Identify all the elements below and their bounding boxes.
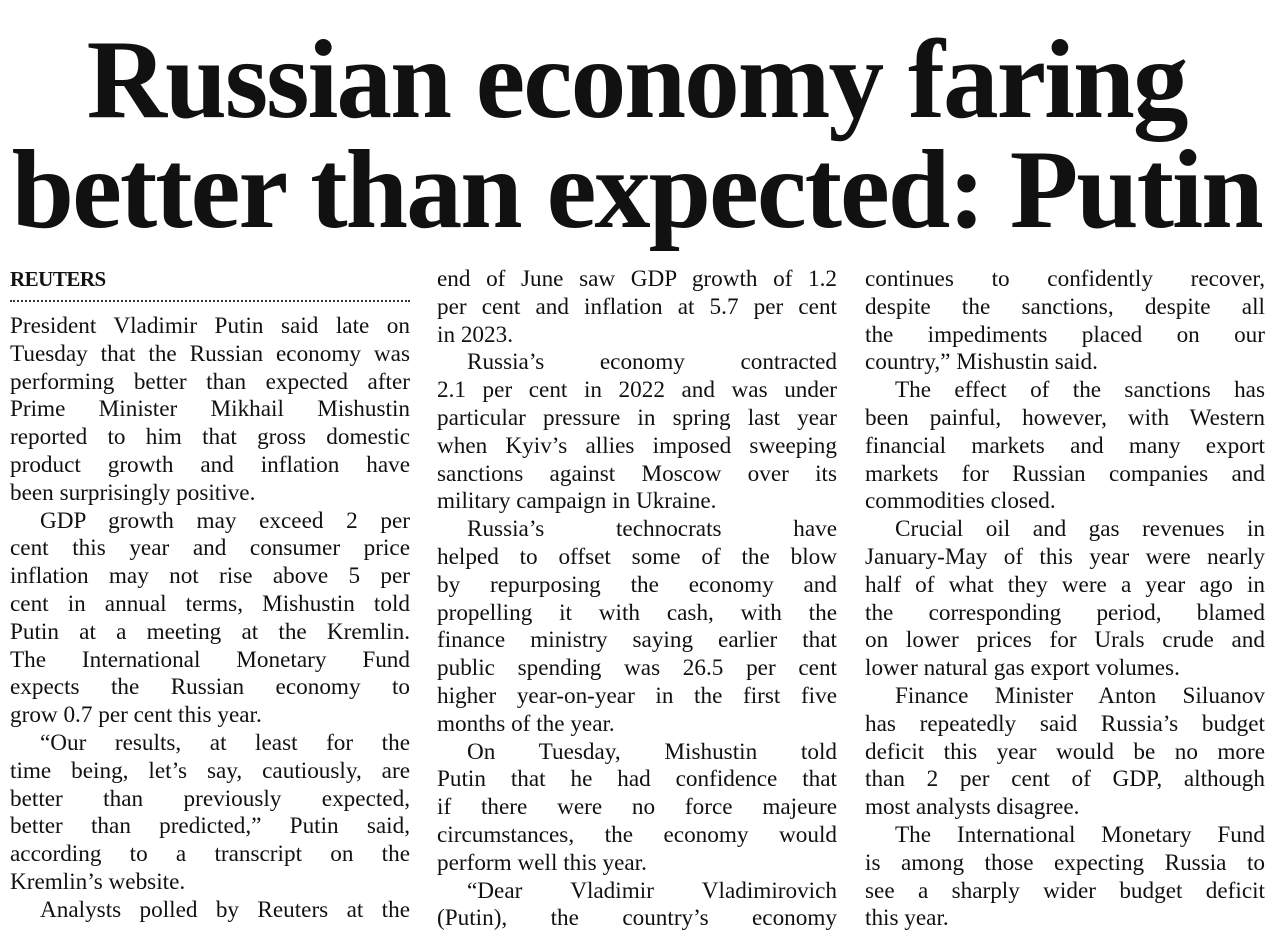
text-line: in 2023. (437, 321, 514, 348)
text-line: particular pressure in spring last year (437, 404, 837, 431)
text-line: according to a transcript on the (10, 841, 410, 868)
headline-text: Russian economy faring (86, 18, 1189, 142)
text-line: commodities closed. (865, 488, 1056, 515)
paragraph: GDP growth may exceed 2 per cent this yea… (10, 508, 410, 730)
text-line: helped to offset some of the blow (437, 543, 837, 570)
headline-line-2: better than expected: Putin (0, 134, 1274, 246)
text-line: Putin that he had confidence that (437, 766, 837, 793)
paragraph: The International Monetary Fund is among … (865, 822, 1265, 933)
paragraph: continues to confidently recover, despite… (865, 266, 1265, 377)
text-line: “Dear Vladimir Vladimirovich (467, 877, 837, 904)
text-line: product growth and inflation have (10, 451, 410, 478)
text-line: been painful, however, with Western (865, 404, 1265, 431)
text-line: higher year-on-year in the first five (437, 682, 837, 709)
text-line: Kremlin’s website. (10, 868, 186, 895)
paragraph: end of June saw GDP growth of 1.2 per cen… (437, 266, 837, 349)
text-line: deficit this year would be no more (865, 738, 1265, 765)
headline-line-1: Russian economy faring (0, 24, 1274, 136)
text-line: The International Monetary Fund (895, 821, 1265, 848)
text-line: military campaign in Ukraine. (437, 488, 717, 515)
text-line: Tuesday that the Russian economy was (10, 340, 410, 367)
text-line: Finance Minister Anton Siluanov (895, 682, 1265, 709)
text-line: by repurposing the economy and (437, 571, 837, 598)
byline-divider (10, 292, 410, 302)
text-line: time being, let’s say, cautiously, are (10, 757, 410, 784)
paragraph: On Tuesday, Mishustin told Putin that he … (437, 739, 837, 878)
text-line: despite the sanctions, despite all (865, 293, 1265, 320)
text-line: half of what they were a year ago in (865, 571, 1265, 598)
text-line: inflation may not rise above 5 per (10, 563, 410, 590)
text-line: this year. (865, 905, 949, 932)
text-line: the impediments placed on our (865, 321, 1265, 348)
text-line: On Tuesday, Mishustin told (467, 738, 837, 765)
paragraph: Russia’s economy contracted 2.1 per cent … (437, 349, 837, 516)
text-line: (Putin), the country’s economy (437, 905, 837, 932)
paragraph: “Dear Vladimir Vladimirovich (Putin), the… (437, 878, 837, 934)
text-line: if there were no force majeure (437, 794, 837, 821)
article-column-1: REUTERS President Vladimir Putin said la… (10, 266, 410, 925)
text-line: better than predicted,” Putin said, (10, 813, 410, 840)
text-line: per cent and inflation at 5.7 per cent (437, 293, 837, 320)
paragraph: Analysts polled by Reuters at the (10, 897, 410, 925)
text-line: “Our results, at least for the (40, 729, 410, 756)
headline-text: better than expected: Putin (11, 128, 1264, 252)
article-column-2: end of June saw GDP growth of 1.2 per cen… (437, 266, 837, 933)
text-line: when Kyiv’s allies imposed sweeping (437, 432, 837, 459)
text-line: sanctions against Moscow over its (437, 460, 837, 487)
paragraph: “Our results, at least for the time being… (10, 730, 410, 897)
text-line: Analysts polled by Reuters at the (40, 896, 410, 923)
text-line: President Vladimir Putin said late on (10, 313, 410, 339)
text-line: The effect of the sanctions has (895, 377, 1265, 404)
text-line: Putin at a meeting at the Kremlin. (10, 618, 410, 645)
text-line: on lower prices for Urals crude and (865, 627, 1265, 654)
paragraph: Crucial oil and gas revenues in January-M… (865, 516, 1265, 683)
text-line: perform well this year. (437, 849, 647, 876)
article-column-3: continues to confidently recover, despite… (865, 266, 1265, 933)
text-line: better than previously expected, (10, 785, 410, 812)
text-line: propelling it with cash, with the (437, 599, 837, 626)
text-line: the corresponding period, blamed (865, 599, 1265, 626)
text-line: finance ministry saying earlier that (437, 627, 837, 654)
text-line: Russia’s technocrats have (467, 516, 837, 543)
text-line: January-May of this year were nearly (865, 543, 1265, 570)
text-line: performing better than expected after (10, 368, 410, 395)
text-line: The International Monetary Fund (10, 646, 410, 673)
paragraph: President Vladimir Putin said late on Tue… (10, 313, 410, 508)
text-line: circumstances, the economy would (437, 821, 837, 848)
text-line: 2.1 per cent in 2022 and was under (437, 377, 837, 404)
text-line: reported to him that gross domestic (10, 424, 410, 451)
text-line: cent in annual terms, Mishustin told (10, 590, 410, 617)
text-line: been surprisingly positive. (10, 479, 256, 506)
text-line: months of the year. (437, 710, 615, 737)
text-line: lower natural gas export volumes. (865, 655, 1180, 682)
paragraph: The effect of the sanctions has been pain… (865, 377, 1265, 516)
text-line: cent this year and consumer price (10, 535, 410, 562)
text-line: GDP growth may exceed 2 per (40, 507, 410, 534)
text-line: continues to confidently recover, (865, 266, 1265, 292)
text-line: country,” Mishustin said. (865, 349, 1098, 376)
text-line: financial markets and many export (865, 432, 1265, 459)
paragraph: Russia’s technocrats have helped to offse… (437, 516, 837, 738)
text-line: end of June saw GDP growth of 1.2 (437, 266, 837, 292)
text-line: has repeatedly said Russia’s budget (865, 710, 1265, 737)
text-line: public spending was 26.5 per cent (437, 655, 837, 682)
byline: REUTERS (10, 267, 106, 291)
text-line: see a sharply wider budget deficit (865, 877, 1265, 904)
text-line: Crucial oil and gas revenues in (895, 516, 1265, 543)
text-line: is among those expecting Russia to (865, 849, 1265, 876)
text-line: than 2 per cent of GDP, although (865, 766, 1265, 793)
text-line: most analysts disagree. (865, 794, 1080, 821)
text-line: grow 0.7 per cent this year. (10, 702, 262, 729)
text-line: expects the Russian economy to (10, 674, 410, 701)
text-line: markets for Russian companies and (865, 460, 1265, 487)
text-line: Prime Minister Mikhail Mishustin (10, 396, 410, 423)
paragraph: Finance Minister Anton Siluanov has repea… (865, 683, 1265, 822)
text-line: Russia’s economy contracted (467, 349, 837, 376)
